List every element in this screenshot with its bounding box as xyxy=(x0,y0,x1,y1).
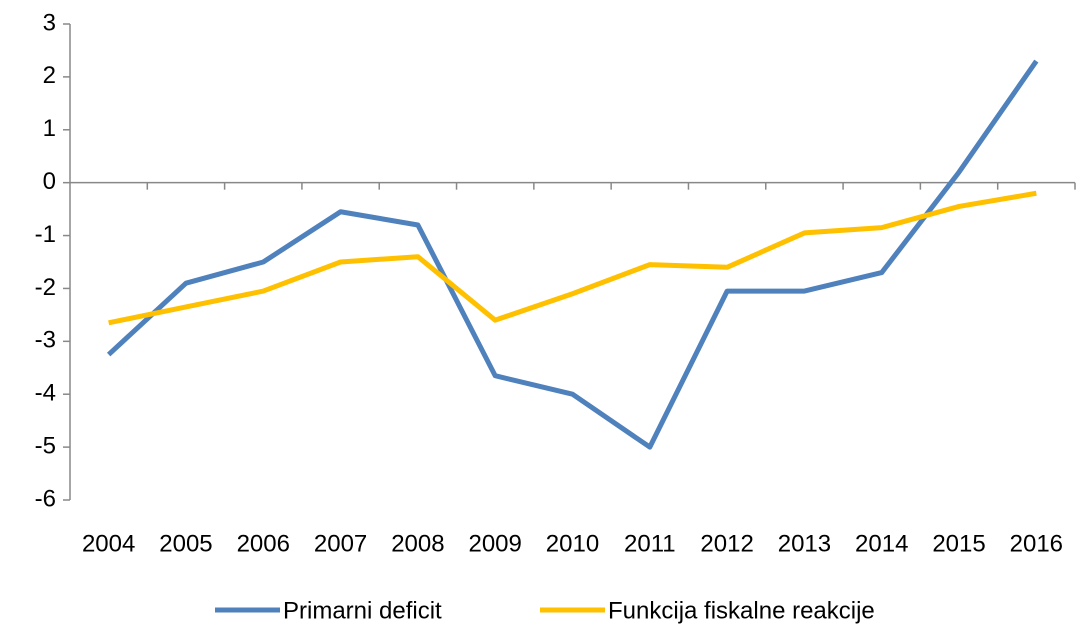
x-tick-label: 2005 xyxy=(159,530,212,557)
y-tick-label: 3 xyxy=(43,9,56,36)
y-tick-label: -4 xyxy=(35,380,56,407)
y-tick-label: -1 xyxy=(35,221,56,248)
x-tick-label: 2008 xyxy=(391,530,444,557)
x-tick-label: 2015 xyxy=(932,530,985,557)
x-tick-label: 2010 xyxy=(546,530,599,557)
series-line xyxy=(108,190,1037,326)
x-tick-label: 2014 xyxy=(855,530,908,557)
series-line xyxy=(106,59,1039,450)
x-tick-label: 2013 xyxy=(778,530,831,557)
legend-label: Primarni deficit xyxy=(283,597,442,624)
legend-label: Funkcija fiskalne reakcije xyxy=(608,597,875,624)
y-tick-label: -6 xyxy=(35,485,56,512)
x-tick-label: 2011 xyxy=(624,530,676,557)
x-tick-label: 2012 xyxy=(700,530,753,557)
x-tick-label: 2007 xyxy=(314,530,367,557)
x-tick-label: 2004 xyxy=(82,530,135,557)
x-tick-label: 2006 xyxy=(237,530,290,557)
x-tick-label: 2009 xyxy=(468,530,521,557)
y-tick-label: 2 xyxy=(43,62,56,89)
y-tick-label: -3 xyxy=(35,327,56,354)
y-tick-label: 0 xyxy=(43,168,56,195)
x-tick-label: 2016 xyxy=(1010,530,1063,557)
y-tick-label: -5 xyxy=(35,432,56,459)
y-tick-label: -2 xyxy=(35,274,56,301)
y-tick-label: 1 xyxy=(43,115,56,142)
